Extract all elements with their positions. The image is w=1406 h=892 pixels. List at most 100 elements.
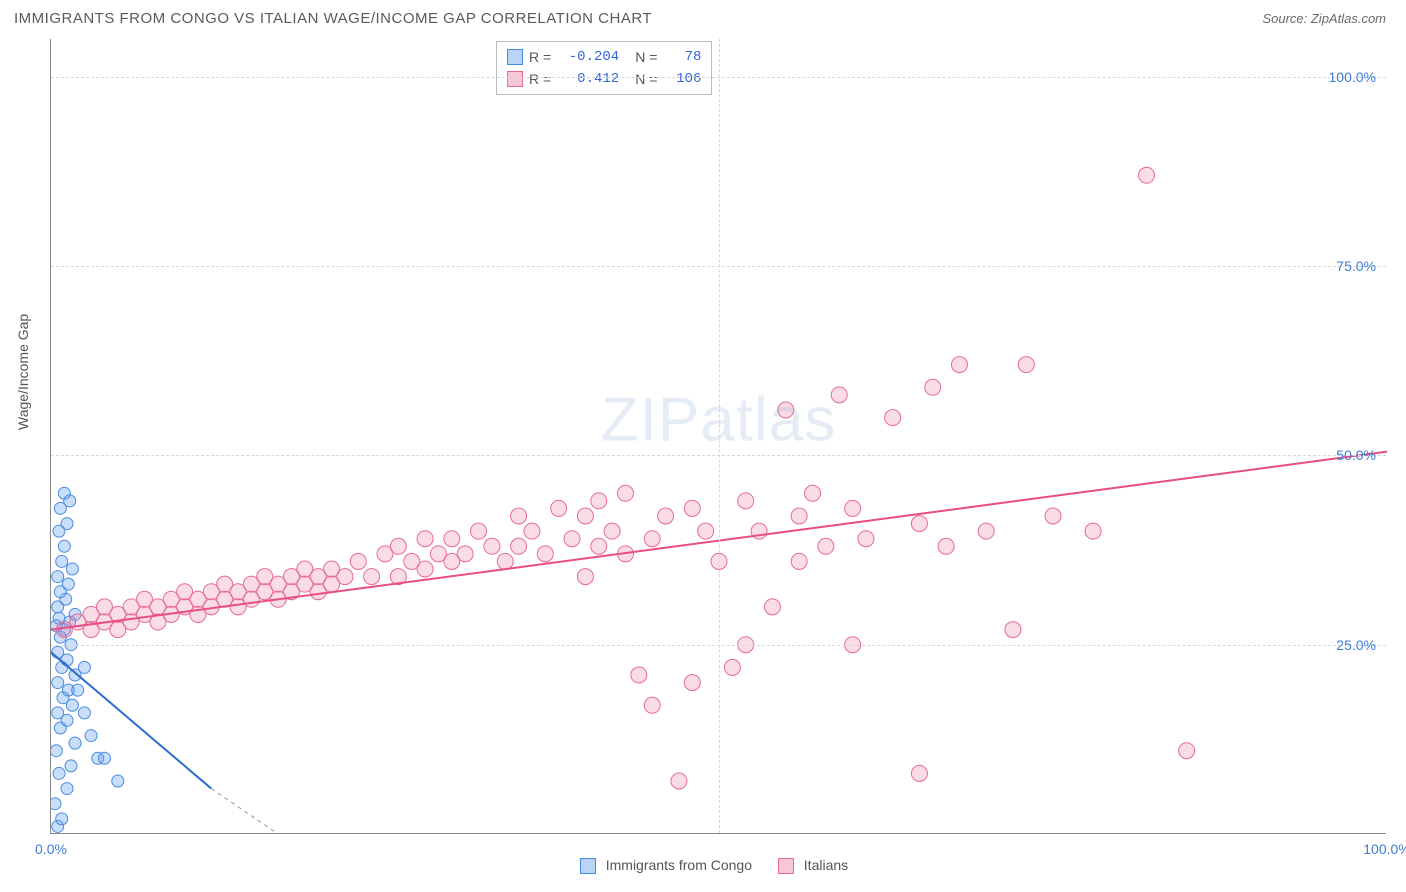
correlation-legend: R = -0.204 N = 78 R = 0.412 N = 106 bbox=[496, 41, 712, 95]
data-point bbox=[764, 599, 780, 615]
data-point bbox=[724, 659, 740, 675]
data-point bbox=[778, 402, 794, 418]
legend-label-italians: Italians bbox=[804, 857, 848, 873]
data-point bbox=[457, 546, 473, 562]
data-point bbox=[52, 646, 64, 658]
data-point bbox=[78, 707, 90, 719]
legend-swatch-congo bbox=[580, 858, 596, 874]
data-point bbox=[631, 667, 647, 683]
legend-row-italians: R = 0.412 N = 106 bbox=[507, 68, 701, 90]
data-point bbox=[1085, 523, 1101, 539]
x-tick-label: 0.0% bbox=[35, 841, 67, 857]
data-point bbox=[62, 578, 74, 590]
data-point bbox=[112, 775, 124, 787]
swatch-congo bbox=[507, 49, 523, 65]
data-point bbox=[58, 487, 70, 499]
chart-container: ZIPatlas R = -0.204 N = 78 R = 0.412 N =… bbox=[50, 39, 1386, 834]
data-point bbox=[72, 684, 84, 696]
data-point bbox=[604, 523, 620, 539]
data-point bbox=[444, 531, 460, 547]
data-point bbox=[51, 798, 61, 810]
data-point bbox=[951, 357, 967, 373]
header: IMMIGRANTS FROM CONGO VS ITALIAN WAGE/IN… bbox=[0, 0, 1406, 33]
data-point bbox=[845, 500, 861, 516]
data-point bbox=[1139, 167, 1155, 183]
data-point bbox=[818, 538, 834, 554]
data-point bbox=[684, 500, 700, 516]
y-tick-label: 50.0% bbox=[1336, 447, 1376, 463]
data-point bbox=[1005, 622, 1021, 638]
data-point bbox=[65, 760, 77, 772]
data-point bbox=[978, 523, 994, 539]
series-legend: Immigrants from Congo Italians bbox=[0, 857, 1406, 874]
data-point bbox=[617, 485, 633, 501]
legend-swatch-italians bbox=[778, 858, 794, 874]
legend-label-congo: Immigrants from Congo bbox=[606, 857, 752, 873]
data-point bbox=[53, 767, 65, 779]
data-point bbox=[337, 569, 353, 585]
y-tick-label: 25.0% bbox=[1336, 637, 1376, 653]
data-point bbox=[591, 538, 607, 554]
data-point bbox=[52, 571, 64, 583]
data-point bbox=[51, 745, 62, 757]
data-point bbox=[658, 508, 674, 524]
data-point bbox=[85, 730, 97, 742]
data-point bbox=[577, 569, 593, 585]
data-point bbox=[805, 485, 821, 501]
trend-line-extrapolation bbox=[211, 789, 278, 834]
data-point bbox=[738, 493, 754, 509]
data-point bbox=[551, 500, 567, 516]
data-point bbox=[66, 563, 78, 575]
data-point bbox=[417, 561, 433, 577]
data-point bbox=[537, 546, 553, 562]
data-point bbox=[644, 531, 660, 547]
data-point bbox=[858, 531, 874, 547]
data-point bbox=[497, 553, 513, 569]
data-point bbox=[417, 531, 433, 547]
data-point bbox=[591, 493, 607, 509]
data-point bbox=[56, 555, 68, 567]
data-point bbox=[925, 379, 941, 395]
data-point bbox=[78, 661, 90, 673]
chart-title: IMMIGRANTS FROM CONGO VS ITALIAN WAGE/IN… bbox=[14, 10, 652, 27]
plot-area: ZIPatlas R = -0.204 N = 78 R = 0.412 N =… bbox=[50, 39, 1386, 834]
data-point bbox=[484, 538, 500, 554]
data-point bbox=[938, 538, 954, 554]
data-point bbox=[364, 569, 380, 585]
y-tick-label: 100.0% bbox=[1329, 69, 1376, 85]
data-point bbox=[885, 410, 901, 426]
swatch-italians bbox=[507, 71, 523, 87]
y-tick-label: 75.0% bbox=[1336, 258, 1376, 274]
data-point bbox=[684, 675, 700, 691]
data-point bbox=[390, 538, 406, 554]
data-point bbox=[511, 538, 527, 554]
data-point bbox=[52, 677, 64, 689]
data-point bbox=[911, 516, 927, 532]
data-point bbox=[1045, 508, 1061, 524]
data-point bbox=[471, 523, 487, 539]
data-point bbox=[791, 553, 807, 569]
data-point bbox=[698, 523, 714, 539]
data-point bbox=[511, 508, 527, 524]
data-point bbox=[644, 697, 660, 713]
data-point bbox=[1179, 743, 1195, 759]
data-point bbox=[61, 518, 73, 530]
data-point bbox=[56, 813, 68, 825]
data-point bbox=[52, 707, 64, 719]
data-point bbox=[564, 531, 580, 547]
data-point bbox=[61, 783, 73, 795]
data-point bbox=[1018, 357, 1034, 373]
x-tick-label: 100.0% bbox=[1363, 841, 1406, 857]
y-axis-label: Wage/Income Gap bbox=[15, 314, 31, 430]
gridline-v bbox=[719, 39, 720, 833]
data-point bbox=[577, 508, 593, 524]
data-point bbox=[671, 773, 687, 789]
data-point bbox=[791, 508, 807, 524]
data-point bbox=[831, 387, 847, 403]
data-point bbox=[69, 737, 81, 749]
data-point bbox=[58, 540, 70, 552]
data-point bbox=[911, 765, 927, 781]
legend-row-congo: R = -0.204 N = 78 bbox=[507, 46, 701, 68]
data-point bbox=[98, 752, 110, 764]
source-attribution: Source: ZipAtlas.com bbox=[1262, 11, 1386, 26]
